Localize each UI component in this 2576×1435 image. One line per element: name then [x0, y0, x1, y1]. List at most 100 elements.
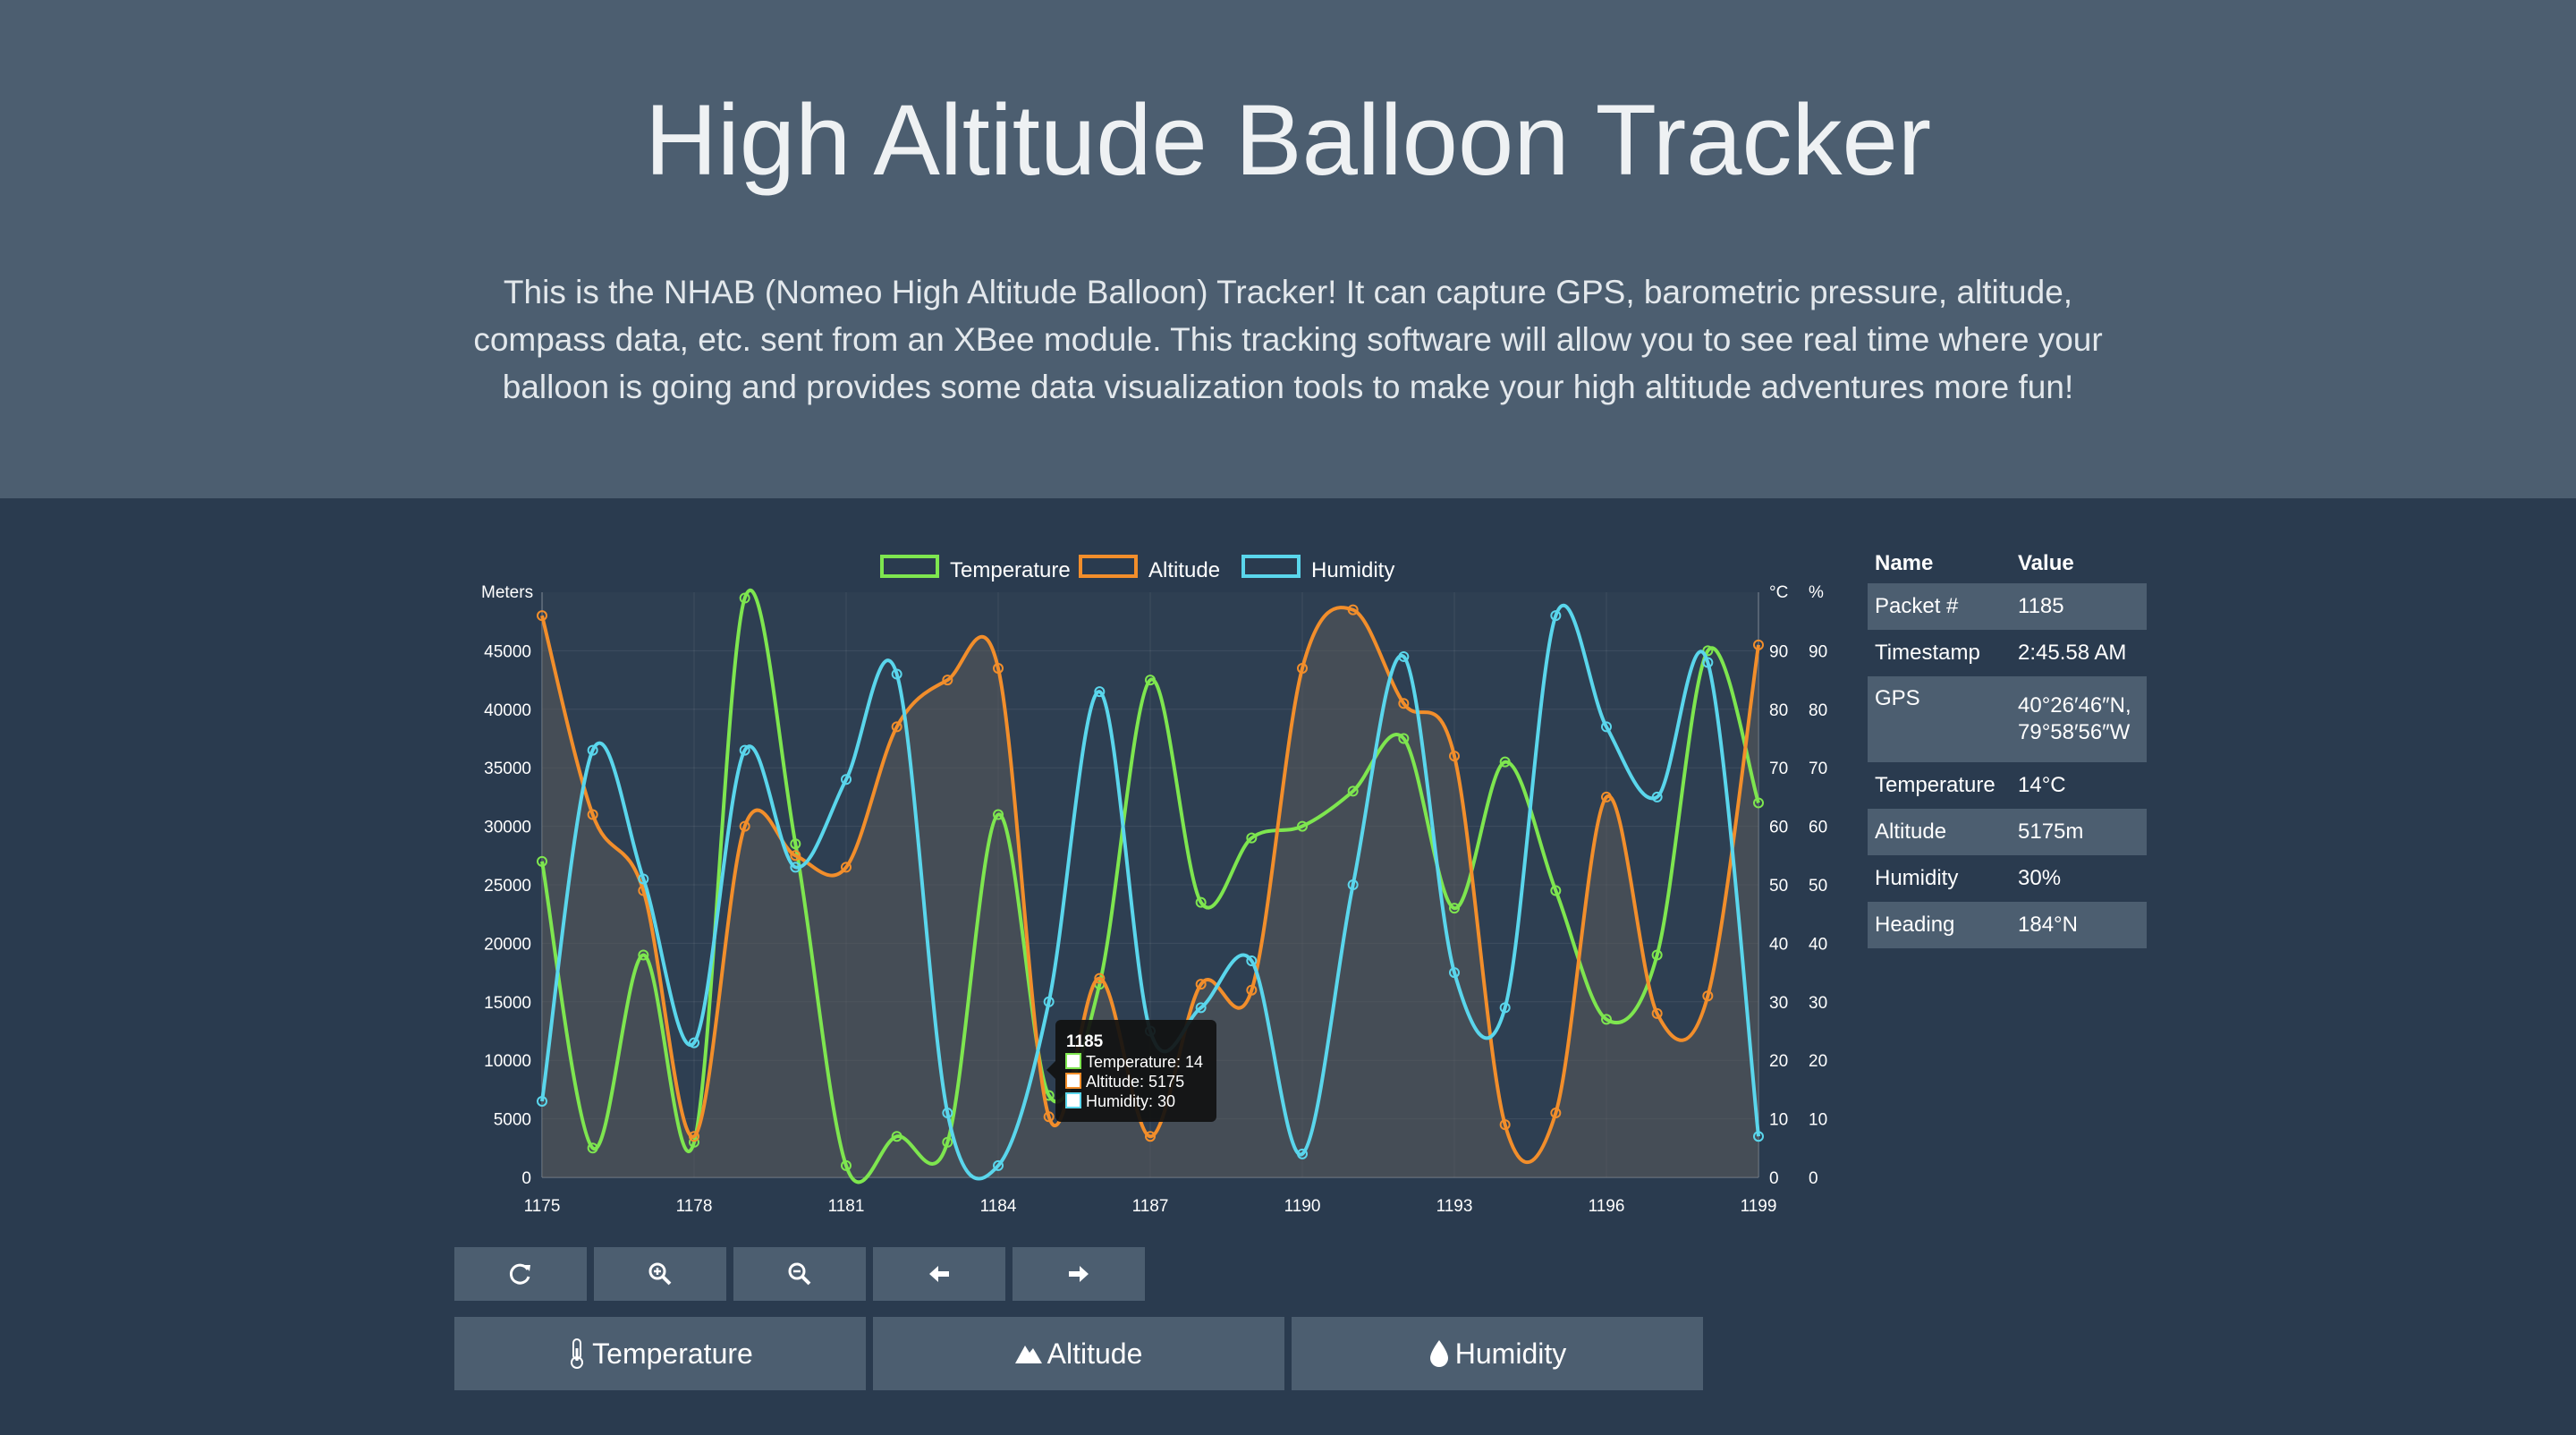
humidity-point-1185 [1043, 996, 1055, 1007]
temperature-point-1199 [1753, 797, 1764, 809]
y-right-humidity-tick-90: 90 [1809, 642, 1827, 661]
altitude-point-1191 [1347, 604, 1359, 616]
row-altitude-name: Altitude [1868, 809, 2011, 855]
humidity-point-1188 [1195, 1002, 1207, 1014]
x-tick-1187: 1187 [1132, 1197, 1169, 1216]
row-heading-name: Heading [1868, 902, 2011, 948]
altitude-point-1185 [1043, 1111, 1055, 1123]
temperature-point-1190 [1297, 820, 1308, 832]
humidity-point-1186 [1094, 686, 1106, 698]
refresh-icon [509, 1263, 530, 1285]
telemetry-chart[interactable]: Meters0500010000150002000025000300003500… [438, 537, 1834, 1235]
y-left-tick-40000: 40000 [484, 701, 531, 720]
altitude-point-1197 [1651, 1007, 1663, 1019]
page-title: High Altitude Balloon Tracker [644, 84, 1932, 196]
temperature-point-1179 [739, 592, 750, 604]
page-description: This is the NHAB (Nomeo High Altitude Ba… [473, 274, 2103, 405]
temperature-button[interactable]: Temperature [454, 1317, 866, 1390]
tooltip-line-2: Humidity: 30 [1086, 1092, 1175, 1110]
legend-label-altitude: Altitude [1148, 558, 1220, 582]
y-right-humidity-tick-10: 10 [1809, 1111, 1827, 1130]
row-humidity-name: Humidity [1875, 866, 1959, 890]
humidity-point-1193 [1449, 967, 1460, 979]
row-temperature-name: Temperature [1875, 773, 1996, 797]
row-gps-value: 40°26′46″N, 79°58′56″W [2011, 676, 2147, 762]
y-left-tick-10000: 10000 [484, 1052, 531, 1071]
humidity-point-1179 [739, 744, 750, 756]
humidity-point-1183 [942, 1108, 953, 1119]
y-left-tick-20000: 20000 [484, 935, 531, 954]
y-left-tick-25000: 25000 [484, 877, 531, 896]
altitude-point-1181 [841, 862, 852, 873]
y-right-temp-tick-30: 30 [1769, 994, 1788, 1013]
altitude-point-1189 [1246, 984, 1258, 996]
altitude-button[interactable]: Altitude [873, 1317, 1284, 1390]
y-right-humidity-tick-70: 70 [1809, 760, 1827, 778]
altitude-point-1194 [1499, 1119, 1511, 1131]
legend-label-temperature: Temperature [950, 558, 1071, 582]
altitude-point-1195 [1550, 1108, 1562, 1119]
x-tick-1181: 1181 [828, 1197, 865, 1216]
altitude-point-1180 [790, 850, 801, 862]
y-right-humidity-tick-0: 0 [1809, 1169, 1818, 1188]
tooltip-title: 1185 [1066, 1032, 1104, 1051]
legend-swatch-altitude [1079, 555, 1138, 578]
altitude-point-1178 [689, 1131, 699, 1142]
x-tick-1184: 1184 [980, 1197, 1017, 1216]
tooltip-swatch-2 [1065, 1092, 1081, 1108]
table-row: Packet # 1185 [1868, 583, 2147, 630]
legend-swatch-humidity [1241, 555, 1301, 578]
tooltip-line-1: Altitude: 5175 [1086, 1073, 1184, 1091]
tooltip-swatch-0 [1065, 1053, 1081, 1069]
humidity-point-1198 [1702, 657, 1714, 668]
humidity-point-1184 [993, 1159, 1004, 1171]
legend-swatch-temperature [880, 555, 939, 578]
hero-section: High Altitude Balloon Tracker This is th… [0, 0, 2576, 498]
temperature-point-1197 [1651, 949, 1663, 961]
temperature-point-1184 [993, 809, 1004, 820]
altitude-point-1193 [1449, 751, 1460, 762]
y-axis-right-humidity-label: % [1809, 583, 1824, 602]
tooltip-caret [1046, 1061, 1055, 1079]
y-left-tick-5000: 5000 [494, 1111, 531, 1130]
zoom-in-button[interactable] [594, 1247, 726, 1301]
y-right-humidity-tick-40: 40 [1809, 935, 1827, 954]
pan-right-button[interactable] [1013, 1247, 1145, 1301]
temperature-point-1176 [587, 1142, 598, 1154]
refresh-button[interactable] [454, 1247, 587, 1301]
y-left-tick-30000: 30000 [484, 819, 531, 837]
temperature-point-1177 [638, 949, 649, 961]
temperature-point-1191 [1347, 785, 1359, 797]
altitude-point-1186 [1094, 972, 1106, 984]
temperature-point-1188 [1195, 896, 1207, 908]
zoom-out-button[interactable] [733, 1247, 866, 1301]
row-humidity-value: 30% [2018, 866, 2062, 890]
altitude-point-1188 [1195, 979, 1207, 990]
y-right-temp-tick-80: 80 [1769, 701, 1788, 720]
humidity-point-1175 [537, 1095, 547, 1107]
x-tick-1196: 1196 [1589, 1197, 1625, 1216]
table-row: Heading 184°N [1868, 902, 2147, 948]
humidity-point-1195 [1550, 610, 1562, 622]
x-tick-1199: 1199 [1741, 1197, 1777, 1216]
humidity-point-1178 [689, 1037, 699, 1049]
table-row: Altitude 5175m [1868, 809, 2147, 855]
altitude-point-1179 [739, 820, 750, 832]
pan-left-button[interactable] [873, 1247, 1005, 1301]
row-altitude-value: 5175m [2011, 809, 2147, 855]
humidity-button[interactable]: Humidity [1292, 1317, 1703, 1390]
altitude-point-1183 [942, 675, 953, 686]
altitude-point-1187 [1145, 1131, 1156, 1142]
humidity-point-1182 [891, 668, 902, 680]
y-right-temp-tick-60: 60 [1769, 819, 1788, 837]
temperature-point-1189 [1246, 832, 1258, 844]
y-axis-left-label: Meters [481, 583, 533, 602]
mountain-icon [1014, 1346, 1042, 1363]
table-row: GPS 40°26′46″N, 79°58′56″W [1868, 676, 2147, 762]
temperature-point-1193 [1449, 903, 1460, 914]
altitude-point-1190 [1297, 663, 1308, 675]
altitude-point-1175 [537, 610, 547, 622]
temperature-point-1187 [1145, 675, 1156, 686]
y-right-humidity-tick-80: 80 [1809, 701, 1827, 720]
humidity-point-1189 [1246, 955, 1258, 967]
